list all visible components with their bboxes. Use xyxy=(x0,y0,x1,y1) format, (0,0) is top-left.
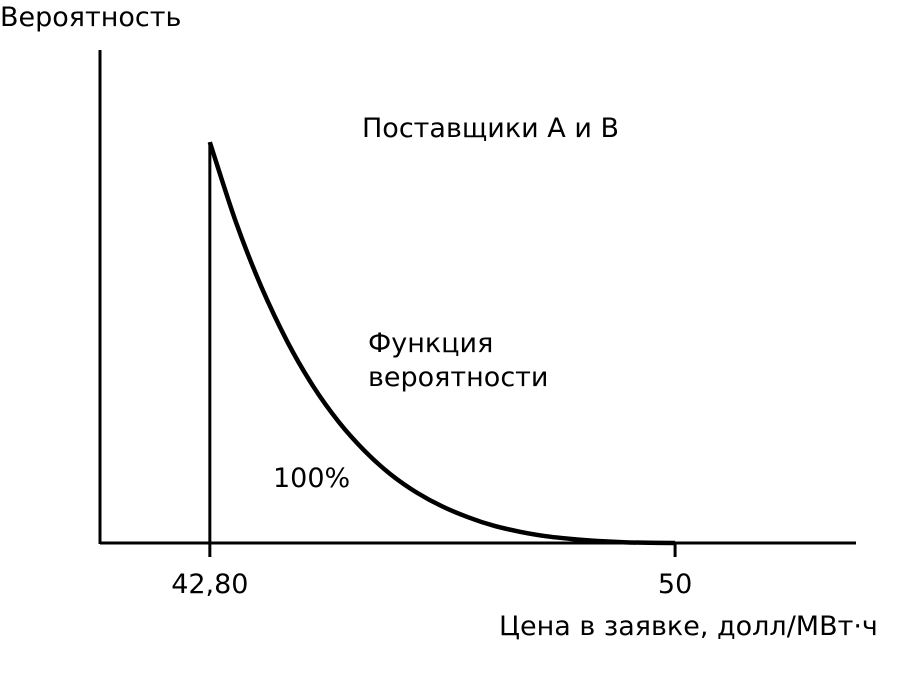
curve-label: Функция вероятности xyxy=(368,328,548,393)
x-tick-label-1: 50 xyxy=(658,569,692,600)
x-tick-label-0: 42,80 xyxy=(171,569,248,600)
y-axis-label: Вероятность xyxy=(0,2,181,33)
x-ticks: 42,80 50 xyxy=(171,543,692,600)
area-label: 100% xyxy=(273,463,350,494)
curve-label-line-2: вероятности xyxy=(368,362,548,393)
chart-title: Поставщики А и В xyxy=(362,113,619,144)
series-group xyxy=(207,141,676,546)
curve-label-line-1: Функция xyxy=(368,328,493,359)
x-axis-label: Цена в заявке, долл/МВт·ч xyxy=(499,611,878,642)
series-0-curve xyxy=(207,141,676,546)
